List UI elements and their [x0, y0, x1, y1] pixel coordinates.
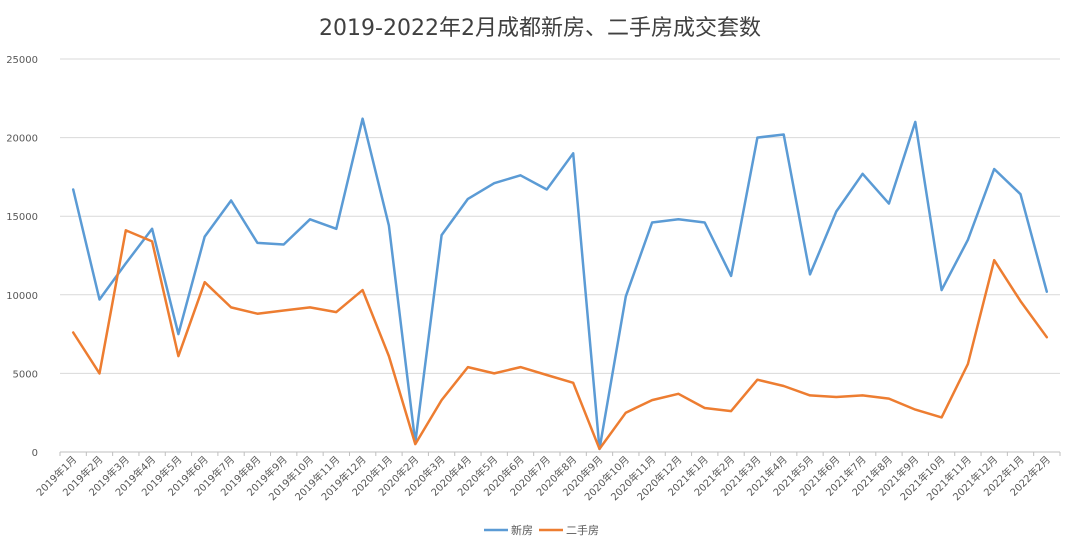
y-tick-label: 20000 — [6, 134, 38, 145]
legend-label: 新房 — [511, 523, 533, 537]
series-line-resale-homes — [71, 229, 1049, 451]
y-tick-label: 15000 — [6, 212, 38, 223]
y-tick-label: 25000 — [6, 55, 38, 66]
chart-title: 2019-2022年2月成都新房、二手房成交套数 — [319, 16, 761, 41]
legend-label: 二手房 — [566, 523, 599, 537]
series-line-new-homes — [71, 117, 1049, 451]
y-tick-label: 0 — [32, 448, 38, 459]
y-tick-label: 5000 — [13, 369, 38, 380]
y-tick-label: 10000 — [6, 291, 38, 302]
